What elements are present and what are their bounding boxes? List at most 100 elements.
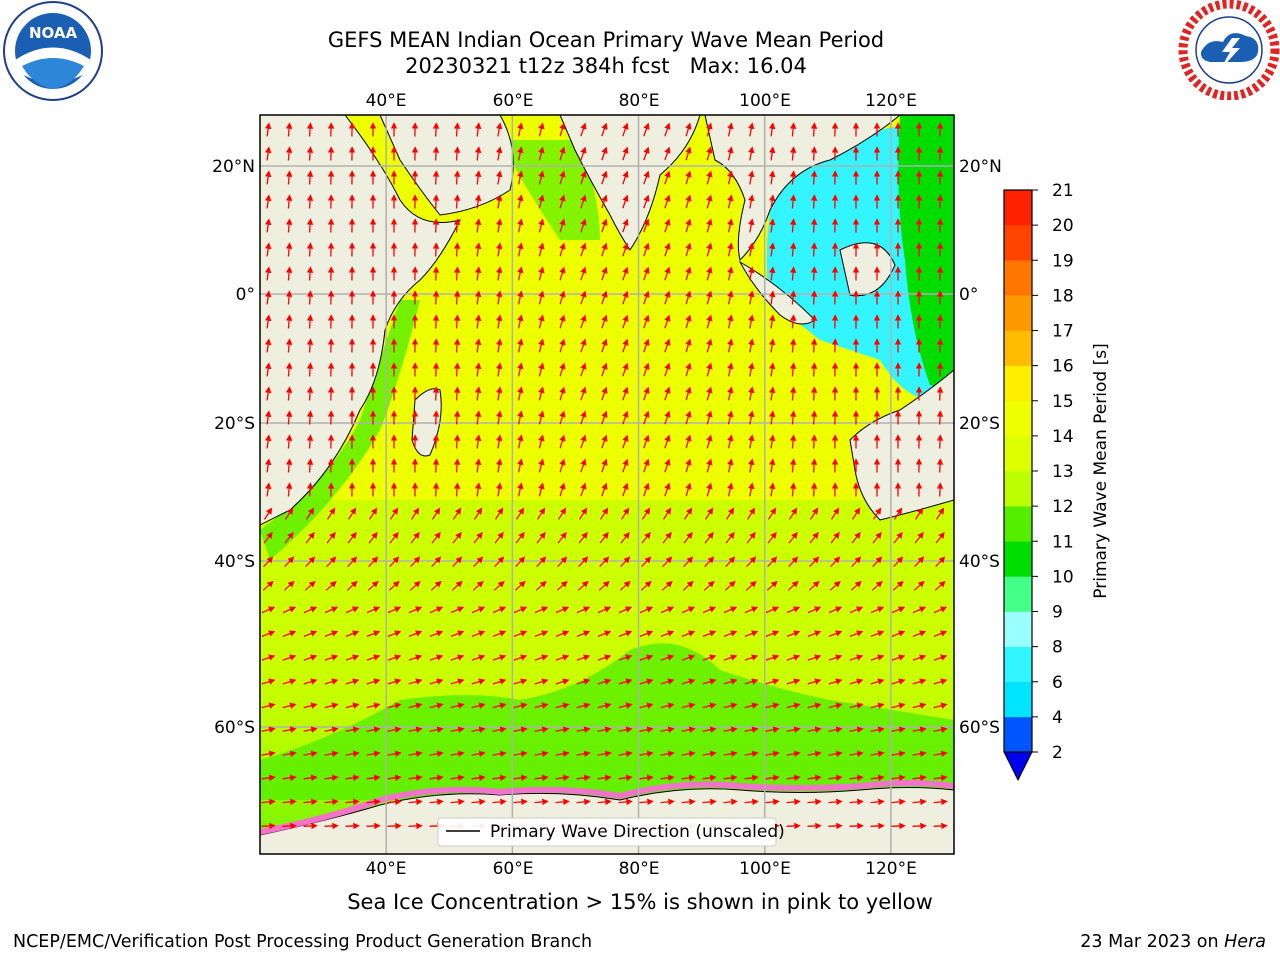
wave-arrow xyxy=(496,170,503,185)
wave-arrow xyxy=(810,218,818,233)
wave-arrow xyxy=(408,702,423,709)
wave-arrow xyxy=(933,798,948,806)
wave-arrow xyxy=(555,726,570,733)
wave-arrow xyxy=(580,218,587,233)
wave-arrow xyxy=(432,146,440,161)
wave-arrow xyxy=(664,362,671,377)
wave-arrow xyxy=(618,702,633,709)
wave-arrow xyxy=(345,726,360,733)
wave-arrow xyxy=(912,630,927,638)
colorbar-label: Primary Wave Mean Period [s] xyxy=(1091,343,1111,598)
wave-arrow xyxy=(748,386,755,401)
wave-arrow xyxy=(517,338,524,353)
wave-arrow xyxy=(474,482,482,497)
wave-arrow xyxy=(303,630,318,638)
wave-arrow xyxy=(768,386,776,401)
wave-arrow xyxy=(387,630,402,638)
wave-arrow xyxy=(450,726,465,733)
wave-arrow xyxy=(685,482,692,497)
wave-arrow xyxy=(891,750,906,757)
wave-arrow xyxy=(534,774,549,782)
wave-arrow xyxy=(599,507,609,520)
wave-arrow xyxy=(849,630,864,638)
wave-arrow xyxy=(685,194,692,209)
wave-arrow xyxy=(786,726,801,733)
wave-arrow xyxy=(492,678,507,685)
wave-arrow xyxy=(810,170,818,185)
wave-arrow xyxy=(601,410,608,425)
wave-arrow xyxy=(849,798,864,806)
wave-arrow xyxy=(429,606,444,614)
wave-arrow xyxy=(828,822,843,830)
wave-arrow xyxy=(306,266,314,281)
wave-arrow xyxy=(576,654,591,661)
lat-tick-right: 20°S xyxy=(959,414,1000,434)
wave-arrow xyxy=(305,507,315,520)
wave-arrow xyxy=(893,556,904,568)
wave-arrow xyxy=(451,580,463,591)
wave-arrow xyxy=(601,386,608,401)
wave-arrow xyxy=(345,750,360,757)
wave-arrow xyxy=(387,798,402,806)
wave-arrow xyxy=(367,580,379,591)
wave-arrow xyxy=(282,726,297,733)
wave-arrow xyxy=(870,798,885,806)
wave-arrow xyxy=(538,242,545,257)
wave-arrow xyxy=(576,606,591,614)
wave-arrow xyxy=(306,362,314,377)
wave-arrow xyxy=(912,774,927,782)
wave-arrow xyxy=(580,122,587,137)
wave-arrow xyxy=(264,122,272,137)
wave-arrow xyxy=(912,798,927,806)
colorbar-tick-label: 2 xyxy=(1052,743,1063,763)
wave-arrow xyxy=(496,146,503,161)
map-legend: Primary Wave Direction (unscaled) xyxy=(437,817,785,847)
wave-arrow xyxy=(517,410,524,425)
wave-arrow xyxy=(936,434,944,449)
wave-arrow xyxy=(809,531,819,544)
wave-arrow xyxy=(891,654,906,661)
wave-arrow xyxy=(664,146,671,161)
wave-arrow xyxy=(303,750,318,757)
wave-arrow xyxy=(517,122,524,137)
wave-arrow xyxy=(492,630,507,638)
colorbar-tick-label: 18 xyxy=(1052,286,1074,306)
wave-arrow xyxy=(681,606,696,614)
wave-arrow xyxy=(765,750,780,757)
wave-arrow xyxy=(282,654,297,661)
wave-arrow xyxy=(685,170,692,185)
wave-arrow xyxy=(598,580,610,591)
wave-arrow xyxy=(912,654,927,661)
wave-arrow xyxy=(789,434,797,449)
wave-arrow xyxy=(408,822,423,830)
wave-arrow xyxy=(306,458,314,473)
wave-arrow xyxy=(474,290,482,305)
wave-arrow xyxy=(408,750,423,757)
colorbar-segment xyxy=(1004,295,1032,331)
wave-arrow xyxy=(809,556,820,568)
wave-arrow xyxy=(618,678,633,685)
wave-arrow xyxy=(870,702,885,709)
wave-arrow xyxy=(387,606,402,614)
lon-tick-top: 120°E xyxy=(865,91,917,111)
wave-arrow xyxy=(936,290,944,305)
wave-arrow xyxy=(538,458,545,473)
wave-arrow xyxy=(366,822,381,830)
wave-arrow xyxy=(306,242,314,257)
borneo-land xyxy=(839,242,896,297)
wave-arrow xyxy=(515,531,525,544)
wave-arrow xyxy=(576,726,591,733)
colorbar-segment xyxy=(1004,471,1032,507)
wave-arrow xyxy=(517,386,524,401)
wave-arrow xyxy=(933,630,948,638)
wave-arrow xyxy=(303,798,318,806)
lon-tick-bottom: 60°E xyxy=(493,859,534,879)
lat-tick-left: 20°S xyxy=(214,414,255,434)
wave-arrow xyxy=(450,750,465,757)
wave-arrow xyxy=(727,482,734,497)
wave-arrow xyxy=(727,170,734,185)
wave-arrow xyxy=(685,338,692,353)
wave-arrow xyxy=(643,170,650,185)
wave-arrow xyxy=(473,507,483,520)
wave-arrow xyxy=(681,750,696,757)
